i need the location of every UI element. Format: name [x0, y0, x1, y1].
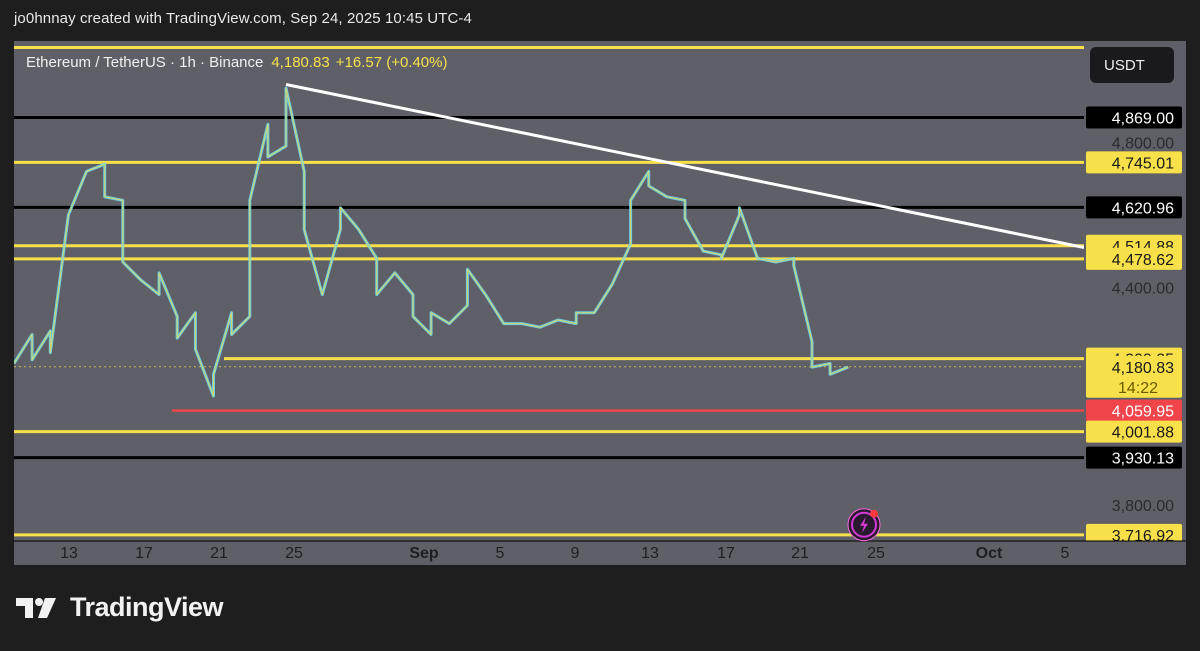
x-tick-label-8: 17 — [717, 545, 735, 562]
price-label-box-1 — [1086, 151, 1182, 174]
price-label-10: 4,180.83 — [1112, 360, 1174, 377]
price-chart[interactable]: 5,000.004,800.004,400.003,800.004,869.00… — [14, 41, 1186, 565]
x-tick-label-4: Sep — [409, 545, 439, 562]
price-label-7: 4,001.88 — [1112, 425, 1174, 442]
chart-panel[interactable]: 5,000.004,800.004,400.003,800.004,869.00… — [14, 41, 1186, 565]
symbol-change: +16.57 (+0.40%) — [335, 54, 448, 71]
x-tick-label-6: 9 — [571, 545, 580, 562]
time-axis-area — [14, 541, 1186, 565]
price-label-box-9 — [1086, 523, 1182, 546]
price-label-box-6 — [1086, 399, 1182, 422]
price-series-highlight — [14, 87, 849, 397]
alert-bolt-glyph — [860, 516, 868, 533]
price-label-4: 4,478.62 — [1112, 252, 1174, 269]
y-tick-label-2: 4,400.00 — [1112, 280, 1174, 297]
alert-badge-dot — [870, 509, 878, 518]
x-tick-label-12: 5 — [1061, 545, 1070, 562]
trendline — [285, 83, 1085, 249]
countdown-label: 14:22 — [1118, 380, 1158, 397]
symbol-price: 4,180.83 — [271, 54, 330, 71]
x-tick-label-2: 21 — [210, 545, 228, 562]
symbol-name: Ethereum / TetherUS · 1h · Binance — [26, 54, 264, 71]
price-label-box-7 — [1086, 420, 1182, 443]
x-tick-label-10: 25 — [867, 545, 885, 562]
x-tick-label-1: 17 — [135, 545, 153, 562]
price-label-6: 4,059.95 — [1112, 404, 1174, 421]
publisher-credit: jo0hnnay created with TradingView.com, S… — [14, 10, 472, 27]
x-tick-label-5: 5 — [496, 545, 505, 562]
price-label-2: 4,620.96 — [1112, 200, 1174, 217]
price-series-line — [14, 86, 849, 398]
symbol-info[interactable]: Ethereum / TetherUS · 1h · Binance 4,180.… — [26, 54, 447, 71]
price-label-box-10 — [1086, 355, 1182, 398]
alert-bolt-icon-ring — [851, 511, 877, 538]
currency-button[interactable]: USDT — [1090, 47, 1174, 83]
x-tick-label-3: 25 — [285, 545, 303, 562]
price-label-0: 4,869.00 — [1112, 110, 1174, 127]
price-label-box-2 — [1086, 196, 1182, 219]
tradingview-logo[interactable]: TradingView — [16, 592, 224, 623]
price-label-8: 3,930.13 — [1112, 451, 1174, 468]
x-tick-label-0: 13 — [60, 545, 78, 562]
tradingview-logo-icon — [16, 597, 56, 618]
price-label-box-4 — [1086, 247, 1182, 270]
x-tick-label-11: Oct — [976, 545, 1003, 562]
brand-name: TradingView — [70, 592, 224, 622]
price-label-box-8 — [1086, 446, 1182, 469]
x-tick-label-7: 13 — [641, 545, 659, 562]
price-label-1: 4,745.01 — [1112, 155, 1174, 172]
y-tick-label-1: 4,800.00 — [1112, 135, 1174, 152]
y-tick-label-3: 3,800.00 — [1112, 498, 1174, 515]
x-tick-label-9: 21 — [791, 545, 809, 562]
price-label-box-0 — [1086, 106, 1182, 129]
